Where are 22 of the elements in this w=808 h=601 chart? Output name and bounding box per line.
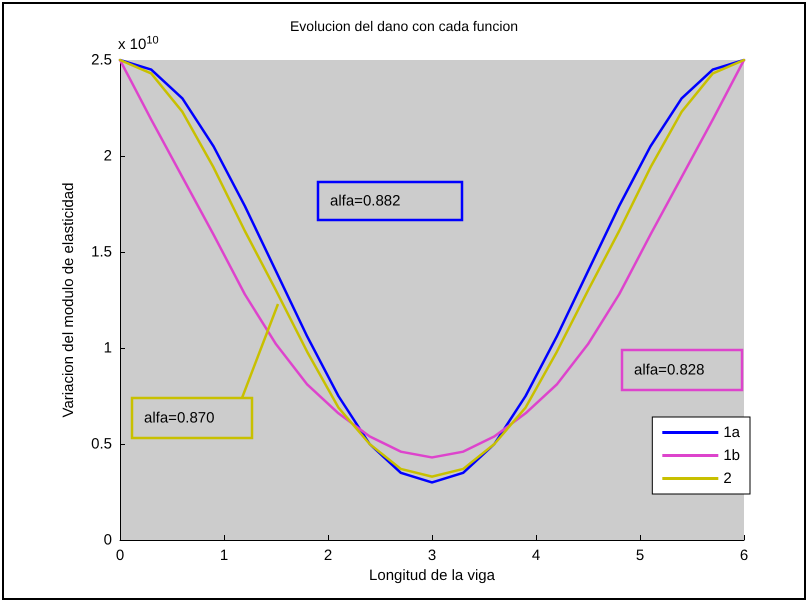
chart-title: Evolucion del dano con cada funcion [290, 18, 518, 34]
y-tick-label: 1 [104, 340, 112, 356]
annotation: alfa=0.870 [144, 410, 214, 426]
y-tick-label: 1.5 [91, 244, 112, 260]
legend-label: 1b [723, 447, 740, 464]
y-tick-label: 2.5 [91, 52, 112, 68]
y-axis-title: Variacion del modulo de elasticidad [60, 182, 77, 418]
x-tick-label: 0 [116, 547, 124, 564]
x-tick-label: 6 [740, 547, 748, 564]
x-axis-title: Longitud de la viga [369, 566, 496, 584]
legend-label: 1a [723, 424, 741, 441]
annotation: alfa=0.882 [330, 192, 400, 210]
x-tick-label: 5 [636, 547, 644, 564]
x-tick-label: 4 [532, 547, 540, 564]
annotation: alfa=0.828 [634, 362, 704, 378]
y-tick-label: 2 [104, 148, 112, 164]
x-tick-label: 2 [324, 547, 332, 564]
x-tick-label: 3 [428, 547, 436, 564]
legend-label: 2 [723, 470, 732, 487]
x-tick-label: 1 [220, 547, 228, 564]
y-tick-label: 0 [104, 532, 112, 548]
y-tick-label: 0.5 [91, 436, 112, 452]
